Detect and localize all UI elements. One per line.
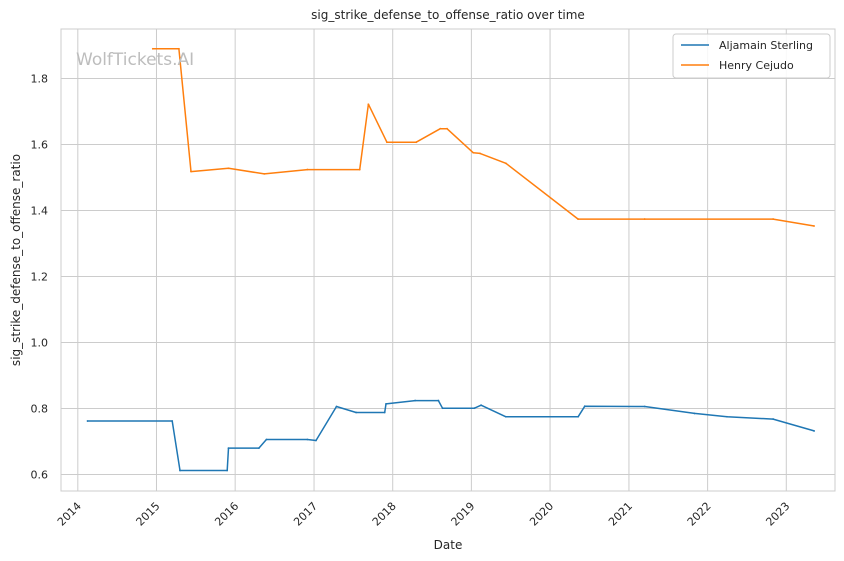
y-tick-label: 1.0 [31,337,49,350]
data-point-aljamain-sterling [383,411,386,414]
y-axis-title: sig_strike_defense_to_offense_ratio [9,154,23,366]
data-point-henry-cejudo [772,218,775,220]
plot-area-frame [60,28,836,492]
data-point-henry-cejudo [472,151,475,154]
data-point-henry-cejudo [479,152,481,155]
data-point-henry-cejudo [385,141,388,144]
data-point-aljamain-sterling [480,404,482,407]
data-point-aljamain-sterling [385,402,387,405]
data-point-henry-cejudo [643,218,646,220]
data-point-henry-cejudo [504,162,507,165]
watermark-text: WolfTickets.AI [76,50,194,70]
data-point-aljamain-sterling [355,411,357,414]
data-point-aljamain-sterling [813,430,815,432]
data-point-aljamain-sterling [335,405,338,408]
data-point-aljamain-sterling [583,405,586,408]
data-point-henry-cejudo [263,172,266,175]
data-point-aljamain-sterling [315,439,317,442]
data-point-aljamain-sterling [772,418,775,420]
data-point-henry-cejudo [446,127,448,130]
data-point-aljamain-sterling [265,438,268,441]
data-point-aljamain-sterling [441,407,444,410]
y-tick-label: 0.8 [31,403,49,416]
data-point-aljamain-sterling [726,415,728,418]
data-point-henry-cejudo [306,168,309,171]
series-line-aljamain-sterling [87,399,815,472]
data-point-henry-cejudo [358,168,361,171]
y-tick-label: 1.2 [31,271,49,284]
data-point-aljamain-sterling [226,469,229,472]
series-lines [86,47,815,472]
data-point-henry-cejudo [190,170,192,173]
data-point-aljamain-sterling [577,415,579,418]
data-point-aljamain-sterling [693,412,696,415]
data-point-aljamain-sterling [414,399,417,402]
y-tick-label: 1.4 [31,205,49,218]
legend-label-aljamain-sterling: Aljamain Sterling [719,39,813,52]
data-point-henry-cejudo [177,47,180,50]
data-point-aljamain-sterling [86,420,89,422]
x-axis-title: Date [434,538,463,552]
data-point-henry-cejudo [577,218,579,220]
data-point-henry-cejudo [151,47,154,50]
data-point-aljamain-sterling [473,407,476,410]
data-point-aljamain-sterling [257,447,260,449]
y-tick-label: 1.6 [31,139,49,152]
data-point-henry-cejudo [415,141,418,144]
data-point-aljamain-sterling [171,420,174,422]
legend-label-henry-cejudo: Henry Cejudo [719,59,794,72]
data-point-aljamain-sterling [437,399,440,402]
grid-lines [61,29,835,491]
legend: Aljamain Sterling Henry Cejudo [672,33,831,79]
data-point-aljamain-sterling [179,469,181,472]
legend-box [672,33,831,79]
data-point-henry-cejudo [813,225,815,227]
chart-title: sig_strike_defense_to_offense_ratio over… [311,8,585,22]
data-point-henry-cejudo [439,127,442,130]
data-point-henry-cejudo [367,103,370,106]
y-tick-label: 0.6 [31,469,49,482]
data-point-aljamain-sterling [643,405,646,408]
data-point-henry-cejudo [227,167,230,170]
data-point-aljamain-sterling [504,415,507,418]
data-point-aljamain-sterling [306,438,309,441]
y-tick-label: 1.8 [31,73,49,86]
data-point-aljamain-sterling [227,447,230,449]
